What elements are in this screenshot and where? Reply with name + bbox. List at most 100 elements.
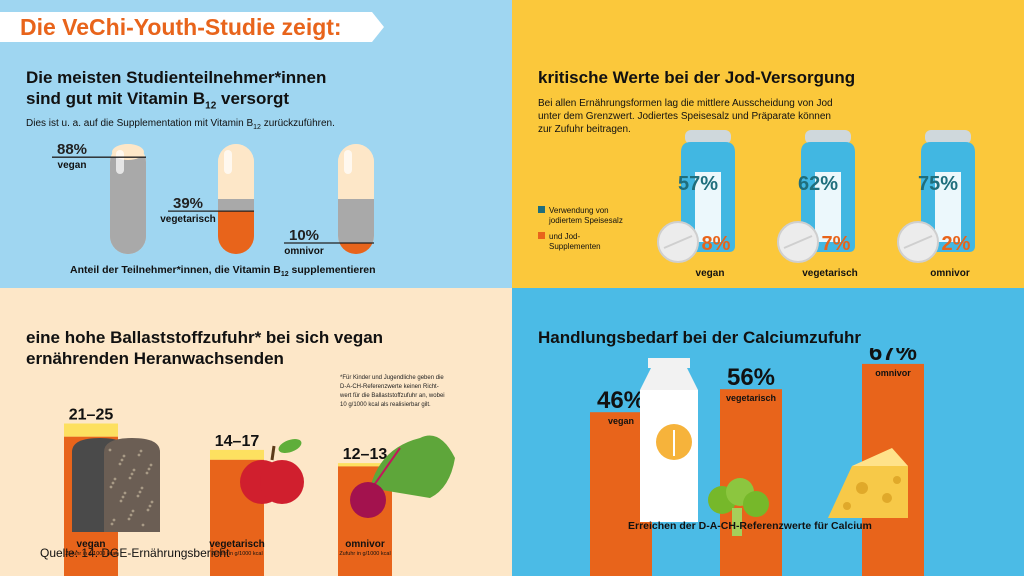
milk-carton-seal	[648, 358, 690, 368]
broccoli-floret	[743, 491, 769, 517]
fiber-heading-line1: eine hohe Ballaststoffzufuhr* bei sich v…	[26, 328, 384, 347]
legend-label-supplement: und Jod-	[549, 232, 580, 241]
bread-seed	[146, 508, 150, 512]
vitamin-b12-panel: Die VeChi-Youth-Studie zeigt: Die meiste…	[0, 0, 512, 288]
capsule-shine	[116, 150, 124, 174]
legend-label-supplement: Supplementen	[549, 242, 601, 251]
percent-label: 56%	[727, 364, 775, 391]
category-label: vegan	[77, 539, 106, 550]
range-label: 21–25	[69, 407, 114, 424]
salt-shaker-icon	[685, 130, 731, 144]
calcium-heading: Handlungsbedarf bei der Calciumzufuhr	[538, 328, 862, 347]
cheese-hole	[843, 502, 851, 510]
bread-seed	[150, 500, 154, 504]
bread-seed	[127, 517, 131, 521]
apple-leaf	[278, 439, 302, 453]
iodine-text: Bei allen Ernährungsformen lag die mittl…	[538, 98, 833, 135]
capsule-upper-half	[218, 144, 254, 199]
bread-seed	[136, 494, 140, 498]
bread-seed	[108, 448, 112, 452]
beetroot-icon	[350, 482, 386, 518]
percent-label: 39%	[173, 195, 203, 212]
salt-shaker-salt	[935, 172, 961, 242]
bread-seed	[119, 499, 123, 503]
salt-percent-label: 75%	[918, 173, 958, 195]
percent-label: 10%	[289, 227, 319, 244]
milk-carton-top	[640, 366, 698, 390]
salt-shaker-salt	[695, 172, 721, 242]
bread-seed	[110, 522, 114, 526]
source-note: Quelle: 14. DGE-Ernährungsbericht	[40, 546, 230, 560]
capsule-fill-bar	[218, 211, 254, 254]
capsule-shine	[344, 150, 352, 174]
salt-percent-label: 62%	[798, 173, 838, 195]
salt-percent-label: 57%	[678, 173, 718, 195]
bread-seed	[113, 477, 117, 481]
category-label: vegetarisch	[802, 268, 858, 279]
fiber-panel: eine hohe Ballaststoffzufuhr* bei sich v…	[0, 288, 512, 576]
bread-seed	[149, 463, 153, 467]
bread-seed	[148, 504, 152, 508]
bread-seed	[129, 513, 133, 517]
bread-seed	[139, 449, 143, 453]
category-label: vegetarisch	[209, 539, 265, 550]
bread-seed	[109, 485, 113, 489]
unit-label: Zufuhr in g/1000 kcal	[339, 551, 390, 557]
bread-seed	[130, 472, 134, 476]
pill-groove	[663, 235, 693, 249]
bread-seed	[132, 468, 136, 472]
range-band	[338, 463, 392, 467]
supplement-percent-label: 8%	[702, 233, 731, 255]
calcium-chart: 46% vegan 56% vegetarisch 67% omnivor	[590, 348, 924, 576]
bread-seed	[147, 467, 151, 471]
capsule-icon	[168, 144, 254, 254]
vitamin-caption: Anteil der Teilnehmer*innen, die Vitamin…	[70, 264, 376, 279]
range-label: 12–13	[343, 446, 388, 463]
iodine-panel: kritische Werte bei der Jod-Versorgung B…	[512, 0, 1024, 288]
range-label: 14–17	[215, 433, 260, 450]
category-label: omnivor	[930, 268, 970, 279]
percent-label: 67%	[869, 348, 917, 366]
legend-label-salt: jodiertem Speisesalz	[548, 216, 623, 225]
cheese-icon	[828, 466, 908, 518]
bread-seed	[137, 453, 141, 457]
capsule-fill-bar	[110, 157, 146, 254]
capsule-icon	[284, 144, 374, 254]
vitamin-heading-line2: sind gut mit Vitamin B12 versorgt	[26, 89, 290, 112]
bread-seed	[131, 509, 135, 513]
vitamin-chart: 88% vegan 39% vegetarisch 10% omnivor	[52, 141, 374, 257]
legend-swatch-supplement	[538, 232, 545, 239]
apple-stem	[270, 445, 276, 461]
capsule-shine	[224, 150, 232, 174]
vitamin-heading-line1: Die meisten Studienteilnehmer*innen	[26, 68, 327, 87]
salt-shaker-salt	[815, 172, 841, 242]
bread-seed	[122, 454, 126, 458]
vitamin-subtext: Dies ist u. a. auf die Supplementation m…	[26, 118, 335, 131]
iodine-heading: kritische Werte bei der Jod-Versorgung	[538, 68, 856, 87]
bread-seed	[128, 476, 132, 480]
category-label: vegetarisch	[160, 214, 216, 225]
salt-shaker-icon	[925, 130, 971, 144]
cheese-hole	[856, 482, 868, 494]
bread-seed	[145, 471, 149, 475]
bread-seed	[112, 518, 116, 522]
bread-seed	[141, 523, 145, 527]
category-label: omnivor	[345, 539, 385, 550]
bread-seed	[140, 486, 144, 490]
beetroot-leaves	[370, 435, 455, 498]
category-label: omnivor	[875, 368, 911, 378]
salt-shaker-icon	[805, 130, 851, 144]
cheese-hole	[893, 476, 901, 484]
capsule-upper-half	[338, 144, 374, 199]
fiber-heading-line2: ernährenden Heranwachsenden	[26, 349, 284, 368]
calcium-caption: Erreichen der D-A-CH-Referenzwerte für C…	[628, 520, 872, 532]
range-band	[210, 449, 264, 460]
percent-label: 46%	[597, 387, 645, 414]
bread-seed	[138, 490, 142, 494]
cheese-hole	[882, 493, 892, 503]
category-label: vegetarisch	[726, 393, 776, 403]
unit-label: Zufuhr in g/1000 kcal	[211, 551, 262, 557]
legend-swatch-salt	[538, 206, 545, 213]
bread-slice	[104, 438, 160, 532]
supplement-percent-label: 2%	[942, 233, 971, 255]
